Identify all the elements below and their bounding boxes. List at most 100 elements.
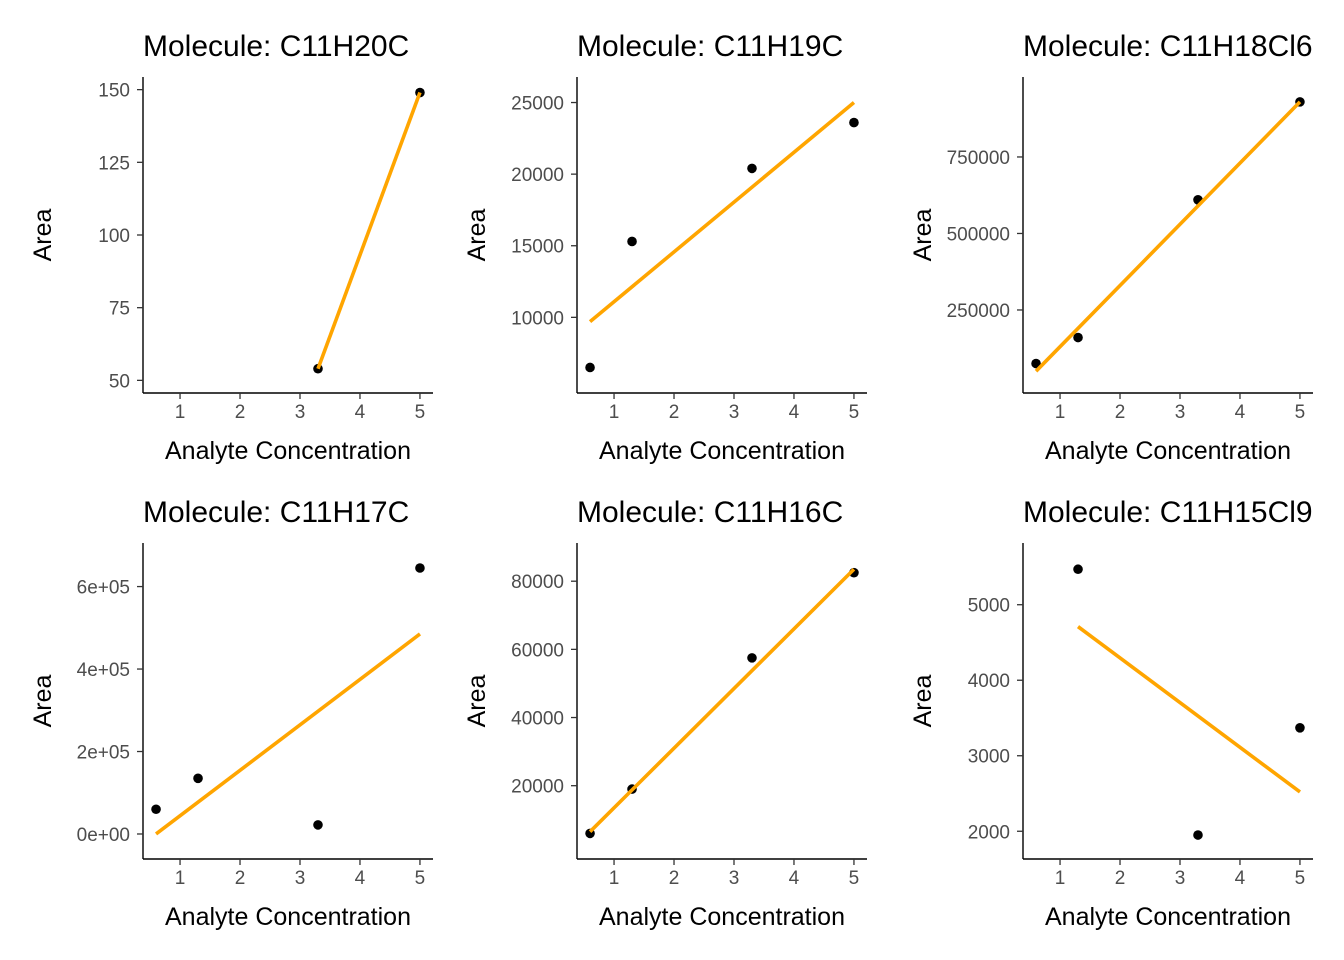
panel-title: Molecule: C11H19C	[577, 30, 843, 63]
data-point	[627, 236, 637, 247]
panel-title: Molecule: C11H18Cl6	[1023, 30, 1313, 63]
x-axis-label: Analyte Concentration	[165, 903, 411, 931]
data-point	[1295, 723, 1305, 733]
y-tick-label: 2000	[968, 822, 1010, 843]
data-point	[415, 563, 425, 573]
panel-3: Molecule: C11H18Cl6 1 2 3 4 5 250000 500000 7500…	[909, 30, 1313, 465]
y-tick-label: 15000	[511, 237, 564, 258]
data-point	[1193, 830, 1203, 840]
y-axis-label: Area	[909, 675, 937, 728]
panel-4: Molecule: C11H17C 1 2 3 4 5 0e+00 2e+05 4e+05 6e+…	[29, 496, 433, 931]
panel-5: Molecule: C11H16C 1 2 3 4 5 20000 40000 60000 800…	[463, 496, 867, 931]
y-axis-label: Area	[463, 209, 491, 262]
y-axis-label: Area	[909, 209, 937, 262]
panel-title: Molecule: C11H17C	[143, 496, 409, 529]
data-point	[1073, 564, 1083, 575]
x-tick-label: 3	[1175, 402, 1186, 423]
x-tick-label: 4	[1235, 868, 1246, 889]
x-tick-label: 3	[729, 402, 740, 423]
fit-line	[316, 91, 422, 370]
y-tick-label: 150	[98, 81, 130, 102]
data-point	[313, 820, 323, 830]
panel-2: Molecule: C11H19C 1 2 3 4 5 10000 15000 20000 250…	[463, 30, 867, 465]
x-tick-label: 1	[609, 402, 620, 423]
x-tick-label: 5	[1295, 402, 1306, 423]
x-tick-label: 4	[789, 868, 800, 889]
y-tick-label: 60000	[511, 640, 564, 661]
x-tick-label: 5	[1295, 868, 1306, 889]
x-tick-label: 1	[175, 402, 186, 423]
x-tick-label: 2	[669, 402, 680, 423]
x-tick-label: 2	[235, 868, 246, 889]
x-axis-label: Analyte Concentration	[599, 903, 845, 931]
y-tick-label: 4e+05	[77, 660, 130, 681]
x-tick-label: 4	[789, 402, 800, 423]
x-tick-label: 3	[1175, 868, 1186, 889]
x-axis-label: Analyte Concentration	[1045, 903, 1291, 931]
x-tick-label: 4	[355, 868, 366, 889]
y-tick-label: 25000	[511, 94, 564, 115]
x-axis-label: Analyte Concentration	[1045, 437, 1291, 465]
x-tick-label: 1	[609, 868, 620, 889]
y-tick-label: 750000	[947, 148, 1010, 169]
x-tick-label: 1	[1055, 402, 1066, 423]
x-tick-label: 3	[729, 868, 740, 889]
fit-line	[588, 567, 856, 833]
panel-title: Molecule: C11H20C	[143, 30, 409, 63]
data-point	[1073, 332, 1083, 343]
y-tick-label: 40000	[511, 709, 564, 730]
y-axis-label: Area	[29, 209, 57, 262]
y-tick-label: 5000	[968, 596, 1010, 617]
y-tick-label: 6e+05	[77, 578, 130, 599]
y-axis-label: Area	[463, 675, 491, 728]
panel-title: Molecule: C11H15Cl9	[1023, 496, 1313, 529]
fit-line	[154, 632, 422, 836]
x-tick-label: 5	[849, 402, 860, 423]
x-tick-label: 2	[1115, 868, 1126, 889]
y-tick-label: 3000	[968, 747, 1010, 768]
y-tick-label: 20000	[511, 777, 564, 798]
data-point	[193, 773, 203, 784]
x-tick-label: 4	[355, 402, 366, 423]
y-tick-label: 80000	[511, 572, 564, 593]
y-axis-label: Area	[29, 675, 57, 728]
panel-6: Molecule: C11H15Cl9 1 2 3 4 5 2000 3000 4000 5000…	[909, 496, 1313, 931]
x-tick-label: 2	[235, 402, 246, 423]
y-tick-label: 500000	[947, 224, 1010, 245]
fit-line	[588, 101, 856, 324]
x-tick-label: 3	[295, 402, 306, 423]
y-tick-label: 2e+05	[77, 743, 130, 764]
y-tick-label: 20000	[511, 165, 564, 186]
x-tick-label: 1	[175, 868, 186, 889]
y-tick-label: 250000	[947, 301, 1010, 322]
x-axis-label: Analyte Concentration	[165, 437, 411, 465]
y-tick-label: 50	[109, 371, 130, 392]
panel-1: Molecule: C11H20C 1 2 3 4 5 50 75 100 125 150 Analy…	[29, 30, 433, 465]
data-point	[585, 362, 595, 373]
data-point	[747, 163, 757, 174]
y-tick-label: 75	[109, 299, 130, 320]
x-tick-label: 1	[1055, 868, 1066, 889]
y-tick-label: 0e+00	[77, 825, 130, 846]
y-tick-label: 100	[98, 226, 130, 247]
fit-line	[1076, 625, 1302, 794]
x-tick-label: 5	[415, 868, 426, 889]
x-tick-label: 2	[669, 868, 680, 889]
x-tick-label: 2	[1115, 402, 1126, 423]
y-tick-label: 10000	[511, 308, 564, 329]
data-point	[747, 653, 757, 663]
y-tick-label: 4000	[968, 671, 1010, 692]
fit-line	[1034, 100, 1302, 373]
x-tick-label: 5	[849, 868, 860, 889]
data-point	[1031, 358, 1041, 369]
x-tick-label: 4	[1235, 402, 1246, 423]
data-point	[151, 804, 161, 815]
panel-title: Molecule: C11H16C	[577, 496, 843, 529]
x-tick-label: 5	[415, 402, 426, 423]
x-tick-label: 3	[295, 868, 306, 889]
x-axis-label: Analyte Concentration	[599, 437, 845, 465]
data-point	[849, 117, 859, 128]
y-tick-label: 125	[98, 153, 130, 174]
